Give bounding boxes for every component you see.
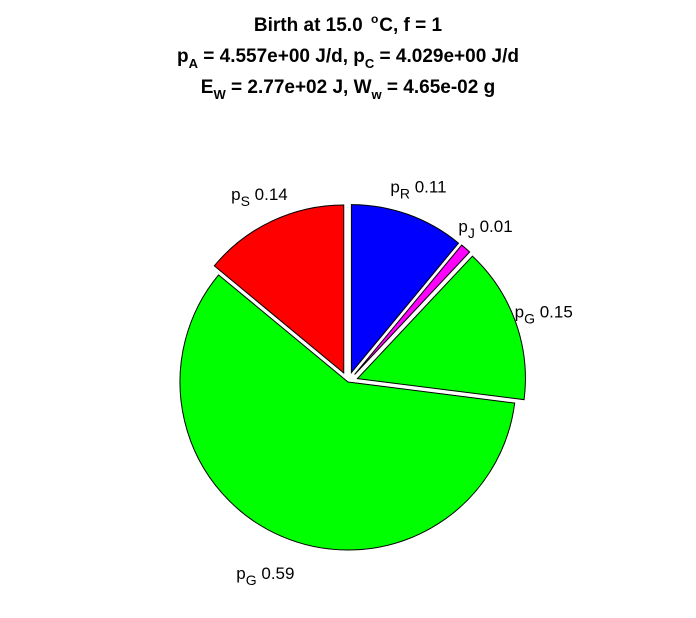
pa-value: = 4.557e+00 J/d, [197, 46, 354, 67]
title-line-1-suffix: C, f = 1 [379, 15, 443, 36]
pa-subscript: A [188, 56, 198, 71]
ew-value: = 2.77e+02 J, [225, 77, 354, 98]
title-degree-sup: o [370, 12, 379, 26]
pc-value: = 4.029e+00 J/d [374, 46, 520, 67]
title-line-3: EW = 2.77e+02 J, Ww = 4.65e-02 g [0, 72, 696, 103]
title-line-1-prefix: Birth at 15.0 [253, 15, 368, 36]
pie-slice-2 [356, 255, 526, 401]
ww-subscript: w [371, 87, 382, 102]
pie-slice-4 [213, 204, 345, 375]
slice-label-0: pR 0.11 [390, 177, 446, 201]
pie-slice-3 [179, 274, 516, 551]
slice-label-3: pG 0.59 [236, 564, 294, 588]
title-line-2: pA = 4.557e+00 J/d, pC = 4.029e+00 J/d [0, 41, 696, 72]
ww-symbol: W [353, 77, 372, 98]
slice-label-1: pJ 0.01 [458, 217, 512, 241]
title-line-1: Birth at 15.0 oC, f = 1 [0, 10, 696, 41]
ew-symbol: E [200, 77, 214, 98]
chart-title: Birth at 15.0 oC, f = 1 pA = 4.557e+00 J… [0, 10, 696, 103]
slice-label-2: pG 0.15 [515, 303, 573, 327]
ew-subscript: W [213, 87, 226, 102]
pie-slice-0 [350, 204, 460, 374]
pc-subscript: C [364, 56, 375, 71]
pie-slice-1 [354, 244, 471, 375]
pc-symbol: p [353, 46, 365, 67]
slice-label-4: pS 0.14 [231, 185, 288, 209]
ww-value: = 4.65e-02 g [381, 77, 496, 98]
pa-symbol: p [176, 46, 189, 67]
